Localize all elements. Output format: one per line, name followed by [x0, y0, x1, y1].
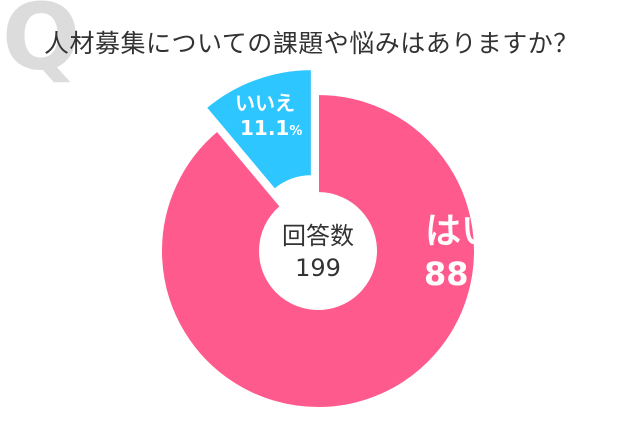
slice-value-no-unit: % [289, 124, 302, 139]
slice-value-yes: 88.9% [424, 255, 523, 293]
slice-label-no: いいえ [235, 91, 295, 115]
slice-value-no-number: 11.1 [240, 116, 289, 140]
slice-value-yes-unit: % [503, 266, 523, 290]
question-title: 人材募集についての課題や悩みはありますか？ [44, 29, 579, 58]
slice-value-no: 11.1% [240, 116, 302, 140]
center-label: 回答数 [282, 222, 354, 250]
q-mark: Q [2, 0, 81, 91]
slice-no [204, 68, 313, 192]
center-count: 199 [295, 254, 341, 282]
donut-hole [260, 193, 376, 309]
slice-value-yes-number: 88.9 [424, 255, 503, 293]
slice-label-yes: はい [425, 211, 497, 252]
